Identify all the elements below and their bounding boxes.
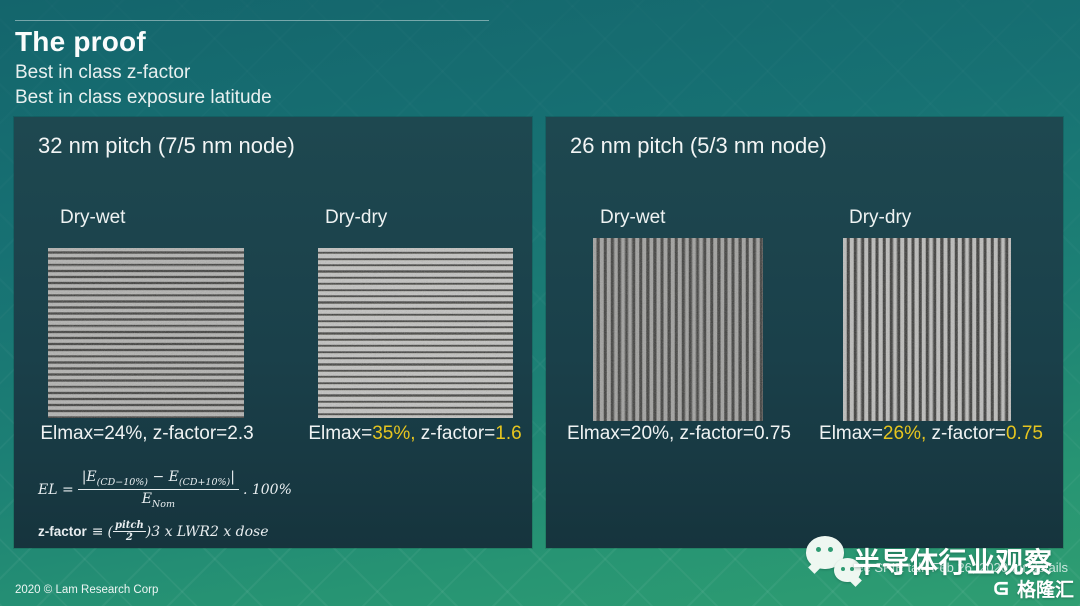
panel-26nm-pitch: 26 nm pitch (5/3 nm node) Dry-wet Elmax=… — [546, 117, 1063, 548]
figure-caption: Elmax=20%, z-factor=0.75 — [567, 423, 791, 445]
caption-elmax-label: Elmax= — [819, 423, 883, 444]
panel-title: 32 nm pitch (7/5 nm node) — [38, 133, 295, 158]
caption-elmax-label: Elmax= — [308, 423, 373, 444]
watermark-account-name: 半导体行业观察 — [853, 547, 1053, 578]
gelonghui-logo-text: 格隆汇 — [1016, 580, 1074, 601]
caption-zfactor-value: 0.75 — [1005, 423, 1043, 444]
formula-el-lhs: EL = — [38, 481, 74, 498]
subtitle-exposure-latitude: Best in class exposure latitude — [15, 87, 272, 108]
sem-image-32nm-dry-wet — [48, 248, 244, 418]
sem-image-26nm-dry-dry — [843, 238, 1011, 421]
figure-caption: Elmax=24%, z-factor=2.3 — [40, 423, 253, 445]
panel-32nm-pitch: 32 nm pitch (7/5 nm node) Dry-wet Elmax=… — [14, 117, 532, 548]
formula-z-lhs: z-factor — [38, 524, 87, 539]
figure-caption: Elmax=35%, z-factor=1.6 — [308, 423, 521, 445]
caption-zfactor-value: 0.75 — [753, 423, 791, 444]
caption-zfactor-value: 2.3 — [227, 423, 254, 444]
gelonghui-brand: 格隆汇 — [991, 575, 1074, 602]
header-rule — [15, 20, 489, 21]
caption-zfactor-label: z-factor= — [415, 423, 496, 444]
formula-pitch-fraction: pitch 2 — [112, 520, 146, 543]
figure-label-dry-wet: Dry-wet — [60, 207, 126, 228]
formula-z-factor: z-factor ≡ ( pitch 2 ) 3 x LWR 2 x dose — [38, 520, 269, 543]
caption-elmax-value: 24%, — [104, 423, 148, 444]
figure-label-dry-wet: Dry-wet — [600, 207, 666, 228]
wechat-bubble-small — [834, 558, 862, 587]
caption-zfactor-label: z-factor= — [147, 423, 228, 444]
subtitle-z-factor: Best in class z-factor — [15, 62, 191, 83]
caption-zfactor-label: z-factor= — [674, 423, 754, 444]
caption-elmax-label: Elmax= — [40, 423, 105, 444]
page-title: The proof — [15, 26, 146, 57]
formula-block: EL = |E(CD−10%) − E(CD+10%)| ENom . 100%… — [38, 469, 292, 543]
figure-label-dry-dry: Dry-dry — [325, 207, 388, 228]
gelonghui-logo-icon — [991, 578, 1012, 599]
figure-label-dry-dry: Dry-dry — [849, 207, 912, 228]
formula-el-fraction: |E(CD−10%) − E(CD+10%)| ENom — [77, 469, 239, 510]
wechat-icon — [804, 534, 864, 594]
panel-title: 26 nm pitch (5/3 nm node) — [570, 133, 827, 158]
formula-exposure-latitude: EL = |E(CD−10%) − E(CD+10%)| ENom . 100% — [38, 469, 292, 510]
spie-footnote: See SPIE talk Feb 26, 2020 for details — [847, 560, 1068, 575]
formula-el-tail: . 100% — [242, 481, 292, 498]
sem-image-32nm-dry-dry — [318, 248, 513, 418]
caption-elmax-value: 20%, — [630, 423, 675, 444]
sem-image-26nm-dry-wet — [593, 238, 763, 421]
figure-caption: Elmax=26%, z-factor=0.75 — [819, 423, 1043, 445]
caption-elmax-value: 35%, — [372, 423, 416, 444]
caption-zfactor-label: z-factor= — [926, 423, 1006, 444]
caption-zfactor-value: 1.6 — [495, 423, 522, 444]
caption-elmax-label: Elmax= — [567, 423, 631, 444]
caption-elmax-value: 26%, — [882, 423, 927, 444]
copyright-text: 2020 © Lam Research Corp — [15, 584, 159, 596]
